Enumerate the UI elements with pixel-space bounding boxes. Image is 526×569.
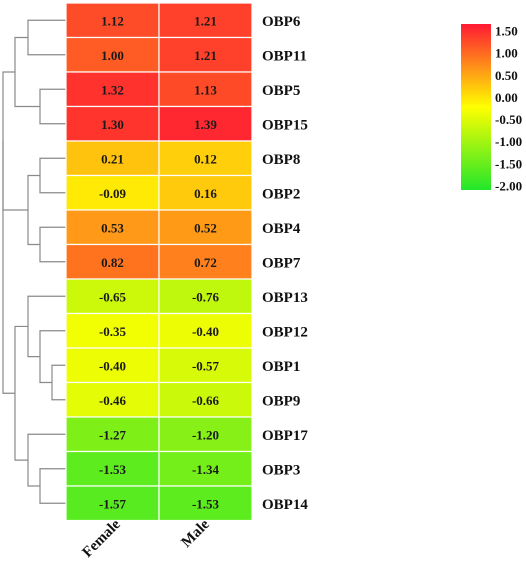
legend-tick-label: -1.00 <box>495 134 522 149</box>
cell-value-label: 1.21 <box>194 48 217 63</box>
heatmap-cell <box>158 381 253 418</box>
cell-value-label: 1.32 <box>101 82 124 97</box>
cell-value-label: 0.21 <box>101 151 124 166</box>
legend-tick-label: -2.00 <box>495 179 522 194</box>
cell-value-label: -1.34 <box>192 462 220 477</box>
dendrogram-link <box>39 88 66 125</box>
heatmap-cell <box>158 347 253 384</box>
cell-value-label: -0.40 <box>99 358 126 373</box>
row-label: OBP6 <box>262 14 301 30</box>
row-label: OBP7 <box>262 255 301 271</box>
heatmap-cell <box>158 278 253 315</box>
heatmap-cell <box>158 485 253 522</box>
dendrogram-link <box>51 364 66 401</box>
row-label: OBP12 <box>262 324 308 340</box>
cell-value-label: -0.57 <box>192 358 220 373</box>
cell-value-label: -0.46 <box>99 393 127 408</box>
cell-value-label: 1.21 <box>194 13 217 28</box>
cell-value-label: -0.09 <box>99 186 127 201</box>
cell-value-label: 1.39 <box>194 117 217 132</box>
row-label: OBP9 <box>262 393 300 409</box>
cell-value-label: 0.52 <box>194 220 217 235</box>
heatmap-cell <box>65 347 160 384</box>
cell-value-label: 0.82 <box>101 255 124 270</box>
cell-value-label: -1.27 <box>99 427 127 442</box>
heatmap-cell <box>158 416 253 453</box>
dendrogram-link <box>39 157 66 194</box>
dendrogram-link <box>27 295 66 358</box>
column-label: Female <box>80 516 125 561</box>
row-label: OBP2 <box>262 186 300 202</box>
legend-tick-label: 1.50 <box>495 24 518 39</box>
row-dendrogram <box>2 19 66 504</box>
heatmap-cell <box>158 209 253 246</box>
cell-value-label: -1.53 <box>192 496 220 511</box>
heatmap-cell <box>65 278 160 315</box>
heatmap-cell <box>158 36 253 73</box>
row-label: OBP15 <box>262 117 308 133</box>
heatmap-cell <box>158 174 253 211</box>
legend-tick-label: 0.50 <box>495 68 518 83</box>
legend-tick-label: 0.00 <box>495 90 518 105</box>
column-labels: Female Male <box>80 516 214 561</box>
column-label: Male <box>179 516 214 551</box>
legend-tick-label: -0.50 <box>495 112 522 127</box>
row-label: OBP13 <box>262 290 308 306</box>
cell-value-label: 1.00 <box>101 48 124 63</box>
heatmap-cell <box>65 105 160 142</box>
cell-value-label: -0.65 <box>99 289 127 304</box>
cell-value-label: -0.66 <box>192 393 220 408</box>
cell-value-label: 0.16 <box>194 186 217 201</box>
dendrogram-link <box>27 433 66 487</box>
heatmap-cell <box>65 381 160 418</box>
heatmap-cell <box>65 174 160 211</box>
cell-value-label: 0.12 <box>194 151 217 166</box>
heatmap-cell <box>158 312 253 349</box>
heatmap-cell <box>65 36 160 73</box>
cell-value-label: 0.53 <box>101 220 124 235</box>
row-label: OBP5 <box>262 83 300 99</box>
dendrogram-link <box>39 226 66 263</box>
cell-value-label: 1.13 <box>194 82 217 97</box>
row-label: OBP14 <box>262 497 308 513</box>
cell-value-label: -1.57 <box>99 496 127 511</box>
dendrogram-link <box>39 468 66 504</box>
cell-value-label: 1.30 <box>101 117 124 132</box>
row-label: OBP4 <box>262 221 301 237</box>
cell-value-label: -0.76 <box>192 289 220 304</box>
heatmap-cells: 1.12 1.21 1.00 1.21 1.32 1.13 1.30 1.39 0.21 0.12… <box>65 2 253 522</box>
legend-tick-label: -1.50 <box>495 156 522 171</box>
heatmap-cell <box>158 2 253 39</box>
cell-value-label: -1.53 <box>99 462 127 477</box>
color-legend: 1.50 1.00 0.50 0.00 -0.50 -1.00 -1.50 -2.00 <box>461 24 522 194</box>
dendrogram-link <box>27 174 40 246</box>
row-label: OBP3 <box>262 462 300 478</box>
heatmap-cell <box>65 450 160 487</box>
legend-color-bar <box>461 24 491 190</box>
legend-tick-label: 1.00 <box>495 46 518 61</box>
row-label: OBP11 <box>262 48 307 64</box>
cell-value-label: -0.35 <box>99 324 127 339</box>
heatmap-cell <box>65 243 160 280</box>
heatmap-cell <box>158 243 253 280</box>
cell-value-label: 0.72 <box>194 255 217 270</box>
row-label: OBP1 <box>262 359 300 375</box>
row-labels: OBP6 OBP11 OBP5 OBP15 OBP8 OBP2 OBP4 OBP7 OBP13 O… <box>262 14 308 513</box>
heatmap-cell <box>158 71 253 108</box>
dendrogram-link <box>14 325 28 461</box>
dendrogram-link <box>39 330 66 384</box>
dendrogram-link <box>2 141 15 394</box>
row-label: OBP17 <box>262 428 308 444</box>
row-label: OBP8 <box>262 152 300 168</box>
cell-value-label: -0.40 <box>192 324 219 339</box>
cell-value-label: -1.20 <box>192 427 219 442</box>
dendrogram-link <box>27 19 66 56</box>
cell-value-label: 1.12 <box>101 13 124 28</box>
